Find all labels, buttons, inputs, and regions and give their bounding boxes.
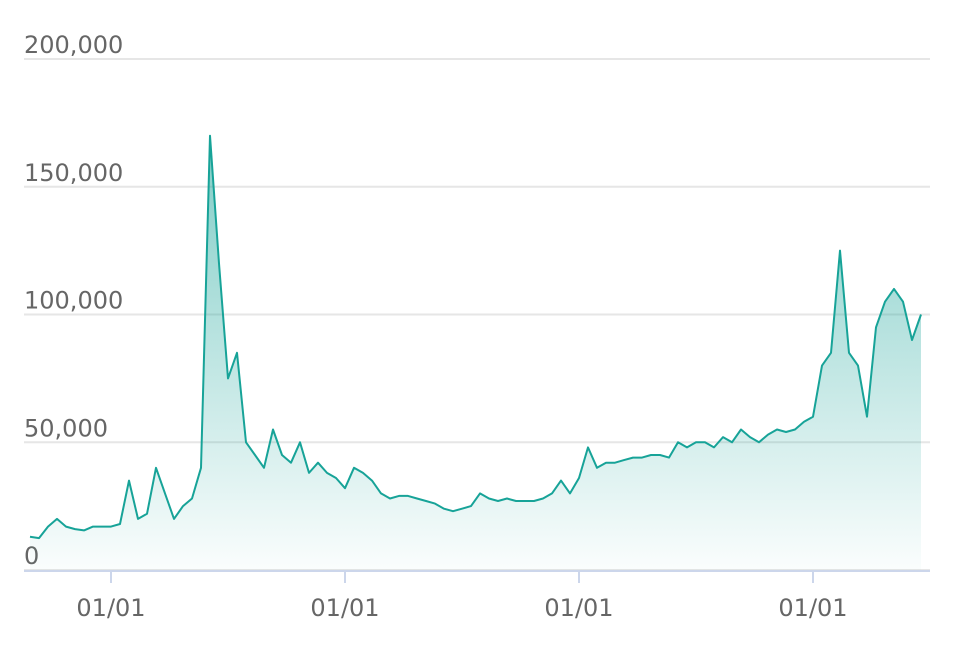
line bbox=[29, 134, 922, 540]
y-tick-label: 200,000 bbox=[24, 31, 123, 59]
x-tick-label: 01/01 bbox=[310, 594, 379, 622]
area-fill bbox=[30, 135, 921, 570]
y-tick-label: 100,000 bbox=[24, 287, 123, 315]
x-tick-label: 01/01 bbox=[76, 594, 145, 622]
y-tick-label: 50,000 bbox=[24, 414, 108, 442]
y-tick-label: 150,000 bbox=[24, 159, 123, 187]
x-tick-label: 01/01 bbox=[778, 594, 847, 622]
x-tick-label: 01/01 bbox=[544, 594, 613, 622]
